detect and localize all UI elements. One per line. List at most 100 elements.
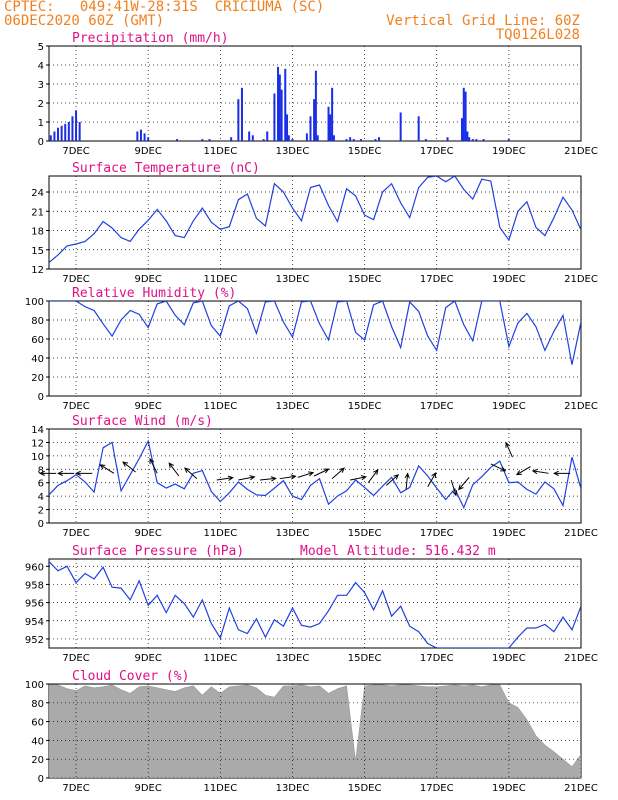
x-tick-label: 15DEC [348,653,382,664]
wind-arrow [100,464,115,474]
wind-arrow-head [270,476,277,482]
run-date: 06DEC2020 60Z (GMT) [4,13,165,29]
precip-bar [53,131,56,141]
x-tick-label: 9DEC [134,783,161,794]
wind-arrow [331,467,345,480]
grid-note: Vertical Grid Line: 60Z [386,13,580,29]
wind-arrow-head [393,474,400,480]
wind-arrow-head [515,470,522,476]
precip-bar [329,114,332,141]
precip-bar [507,139,510,141]
y-tick-label: 0 [38,519,44,530]
wind-arrow-head [168,462,174,469]
series-line [49,301,581,365]
y-tick-label: 0 [38,392,44,403]
x-tick-label: 17DEC [420,783,454,794]
x-tick-label: 7DEC [62,401,89,412]
y-tick-label: 5 [38,42,44,53]
panel-6: 0 20 40 60 80 100 7DEC 9DEC 11DEC 13DEC 15DEC 17DEC… [25,669,598,794]
y-tick-label: 0 [38,774,44,785]
precip-bar [305,133,308,141]
wind-arrow [505,442,513,458]
y-tick-label: 40 [31,736,44,747]
y-tick-label: 3 [38,80,44,91]
wind-arrow [450,479,457,496]
precip-bar [71,116,74,141]
precip-bar [417,116,420,141]
precip-bar [359,139,362,141]
precip-bar [262,139,265,141]
wind-arrow [427,472,437,487]
precip-bar [266,131,269,141]
cloud-cover-area [49,684,581,778]
wind-arrow [297,472,314,478]
x-tick-label: 7DEC [62,146,89,157]
y-tick-label: 960 [25,562,44,573]
precip-bar [332,135,335,141]
precip-bar [136,131,139,141]
precip-bar [316,135,319,141]
y-tick-label: 10 [31,452,44,463]
precip-bar [462,87,465,141]
wind-arrow-head [404,472,410,479]
wind-arrow [149,458,158,474]
panel-5: 952 954 956 958 960 7DEC 9DEC 11DEC 13DEC 15DEC 17… [25,544,598,664]
x-tick-label: 21DEC [564,783,598,794]
precip-bar [280,89,283,141]
precip-bar [240,87,243,141]
x-tick-label: 15DEC [348,401,382,412]
x-tick-label: 19DEC [492,146,526,157]
panel-title: Relative Humidity (%) [72,286,236,301]
wind-arrow-head [431,471,437,479]
precip-bar [464,91,467,141]
x-tick-label: 13DEC [276,274,310,285]
wind-arrow-head [184,467,190,473]
wind-arrow [367,469,379,484]
wind-arrow-head [149,457,155,464]
y-tick-label: 1 [38,118,44,129]
precip-bar [399,112,402,141]
x-tick-label: 19DEC [492,401,526,412]
wind-arrow [490,463,506,472]
wind-arrow [259,477,276,481]
plot-frame [48,558,582,649]
x-tick-label: 13DEC [276,783,310,794]
x-tick-label: 13DEC [276,653,310,664]
x-tick-label: 17DEC [420,146,454,157]
y-tick-label: 14 [31,425,44,436]
precip-bar [466,131,469,141]
x-tick-label: 21DEC [564,401,598,412]
x-tick-label: 7DEC [62,274,89,285]
x-tick-label: 15DEC [348,274,382,285]
wind-arrow [238,476,255,481]
precip-bar [286,114,289,141]
x-tick-label: 11DEC [203,401,237,412]
precip-bar [471,139,474,141]
x-tick-label: 19DEC [492,274,526,285]
precip-bar [314,70,317,141]
precip-bar [345,139,348,141]
precip-bar [64,123,67,141]
x-tick-label: 21DEC [564,146,598,157]
precip-bar [374,139,377,141]
x-tick-label: 17DEC [420,528,454,539]
plot-frame [48,300,582,397]
precip-bar [352,139,355,141]
wind-arrow [122,461,136,473]
x-tick-label: 9DEC [134,528,161,539]
precip-bar [176,139,179,141]
y-tick-label: 60 [31,335,44,346]
wind-arrow-head [505,441,511,448]
y-tick-label: 80 [31,316,44,327]
y-tick-label: 24 [31,188,44,199]
station-header: CPTEC: 049:41W-28:31S CRICIUMA (SC) [4,0,325,15]
wind-arrow-head [308,471,315,477]
series-line [49,176,581,264]
wind-arrow-head [290,474,297,480]
series-line [49,561,581,648]
y-tick-label: 20 [31,755,44,766]
wind-arrow-head [99,464,106,470]
panel-3: 0 20 40 60 80 100 7DEC 9DEC 11DEC 13DEC 15DEC 17DEC… [25,286,598,412]
series-line [49,439,581,510]
